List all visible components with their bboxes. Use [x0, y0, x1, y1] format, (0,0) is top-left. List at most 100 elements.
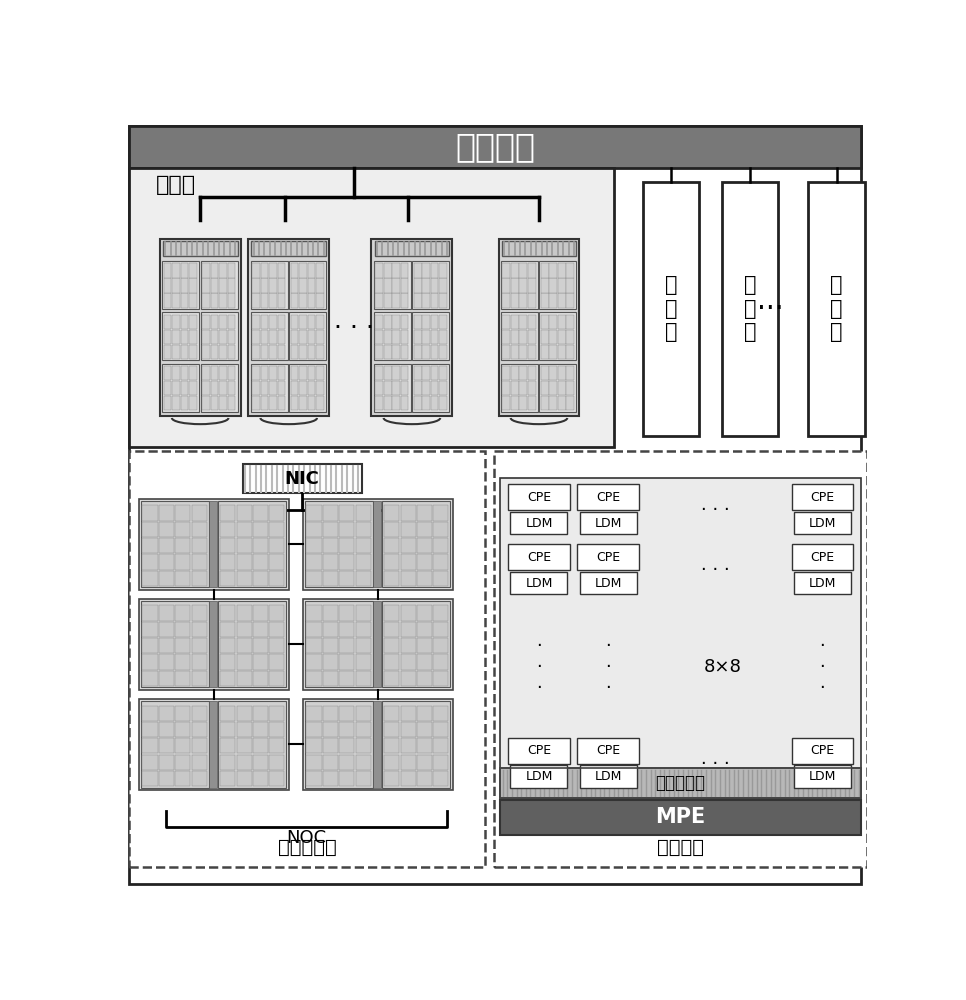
- Bar: [392, 366, 400, 380]
- Bar: [417, 522, 432, 537]
- Bar: [270, 755, 284, 770]
- Bar: [142, 771, 157, 786]
- Bar: [253, 638, 269, 653]
- Bar: [355, 654, 371, 670]
- Bar: [158, 722, 174, 737]
- Bar: [277, 263, 285, 278]
- Bar: [261, 396, 269, 410]
- Bar: [578, 484, 639, 510]
- Bar: [307, 315, 315, 329]
- Bar: [306, 771, 322, 786]
- Bar: [520, 263, 527, 278]
- Bar: [417, 738, 432, 753]
- Text: ·
·
·: · · ·: [819, 637, 825, 697]
- Bar: [384, 638, 399, 653]
- Bar: [316, 278, 324, 293]
- Bar: [434, 738, 448, 753]
- Bar: [277, 330, 285, 344]
- Bar: [323, 771, 338, 786]
- Bar: [175, 522, 190, 537]
- Bar: [291, 278, 298, 293]
- Bar: [129, 451, 485, 867]
- Bar: [422, 263, 430, 278]
- Bar: [384, 263, 391, 278]
- Bar: [413, 396, 421, 410]
- Bar: [277, 381, 285, 395]
- Bar: [228, 345, 235, 359]
- Bar: [189, 278, 197, 293]
- Bar: [252, 381, 260, 395]
- Bar: [306, 522, 322, 537]
- Bar: [578, 544, 639, 570]
- Bar: [316, 345, 324, 359]
- Bar: [141, 601, 210, 687]
- Bar: [158, 554, 174, 570]
- Bar: [219, 278, 227, 293]
- Bar: [440, 345, 447, 359]
- Bar: [181, 278, 188, 293]
- Bar: [299, 293, 307, 308]
- Text: CPE: CPE: [810, 551, 835, 564]
- Bar: [289, 261, 327, 309]
- Bar: [270, 396, 277, 410]
- Bar: [434, 554, 448, 570]
- Bar: [401, 293, 409, 308]
- Bar: [237, 605, 252, 621]
- Bar: [162, 261, 199, 309]
- Bar: [339, 522, 355, 537]
- Bar: [142, 738, 157, 753]
- Bar: [511, 396, 519, 410]
- Bar: [307, 396, 315, 410]
- Text: · · ·: · · ·: [334, 316, 374, 340]
- Bar: [191, 722, 207, 737]
- Bar: [511, 366, 519, 380]
- Bar: [202, 330, 210, 344]
- Bar: [228, 366, 235, 380]
- Bar: [237, 722, 252, 737]
- Bar: [539, 312, 577, 360]
- Bar: [299, 381, 307, 395]
- Bar: [270, 315, 277, 329]
- Bar: [401, 396, 409, 410]
- Text: CPE: CPE: [526, 744, 551, 757]
- Bar: [422, 293, 430, 308]
- Bar: [384, 538, 399, 553]
- Bar: [163, 330, 171, 344]
- Bar: [520, 381, 527, 395]
- Bar: [355, 538, 371, 553]
- Bar: [382, 701, 450, 788]
- Bar: [339, 738, 355, 753]
- Bar: [316, 366, 324, 380]
- Bar: [175, 505, 190, 521]
- Bar: [291, 381, 298, 395]
- Bar: [384, 366, 391, 380]
- Bar: [306, 538, 322, 553]
- Bar: [175, 554, 190, 570]
- Bar: [220, 554, 236, 570]
- Bar: [189, 366, 197, 380]
- Bar: [434, 755, 448, 770]
- Bar: [508, 544, 570, 570]
- Bar: [172, 381, 180, 395]
- Text: 超节点: 超节点: [156, 175, 195, 195]
- Bar: [339, 622, 355, 637]
- Bar: [520, 330, 527, 344]
- Bar: [299, 263, 307, 278]
- Bar: [511, 345, 519, 359]
- Bar: [142, 706, 157, 721]
- Bar: [181, 345, 188, 359]
- Bar: [252, 345, 260, 359]
- Bar: [159, 239, 241, 416]
- Bar: [355, 771, 371, 786]
- Bar: [355, 638, 371, 653]
- Bar: [384, 654, 399, 670]
- Bar: [541, 263, 549, 278]
- Bar: [253, 571, 269, 586]
- Bar: [202, 293, 210, 308]
- Bar: [302, 499, 453, 590]
- Bar: [392, 293, 400, 308]
- Bar: [175, 538, 190, 553]
- Bar: [211, 345, 218, 359]
- Bar: [251, 241, 327, 256]
- Bar: [220, 505, 236, 521]
